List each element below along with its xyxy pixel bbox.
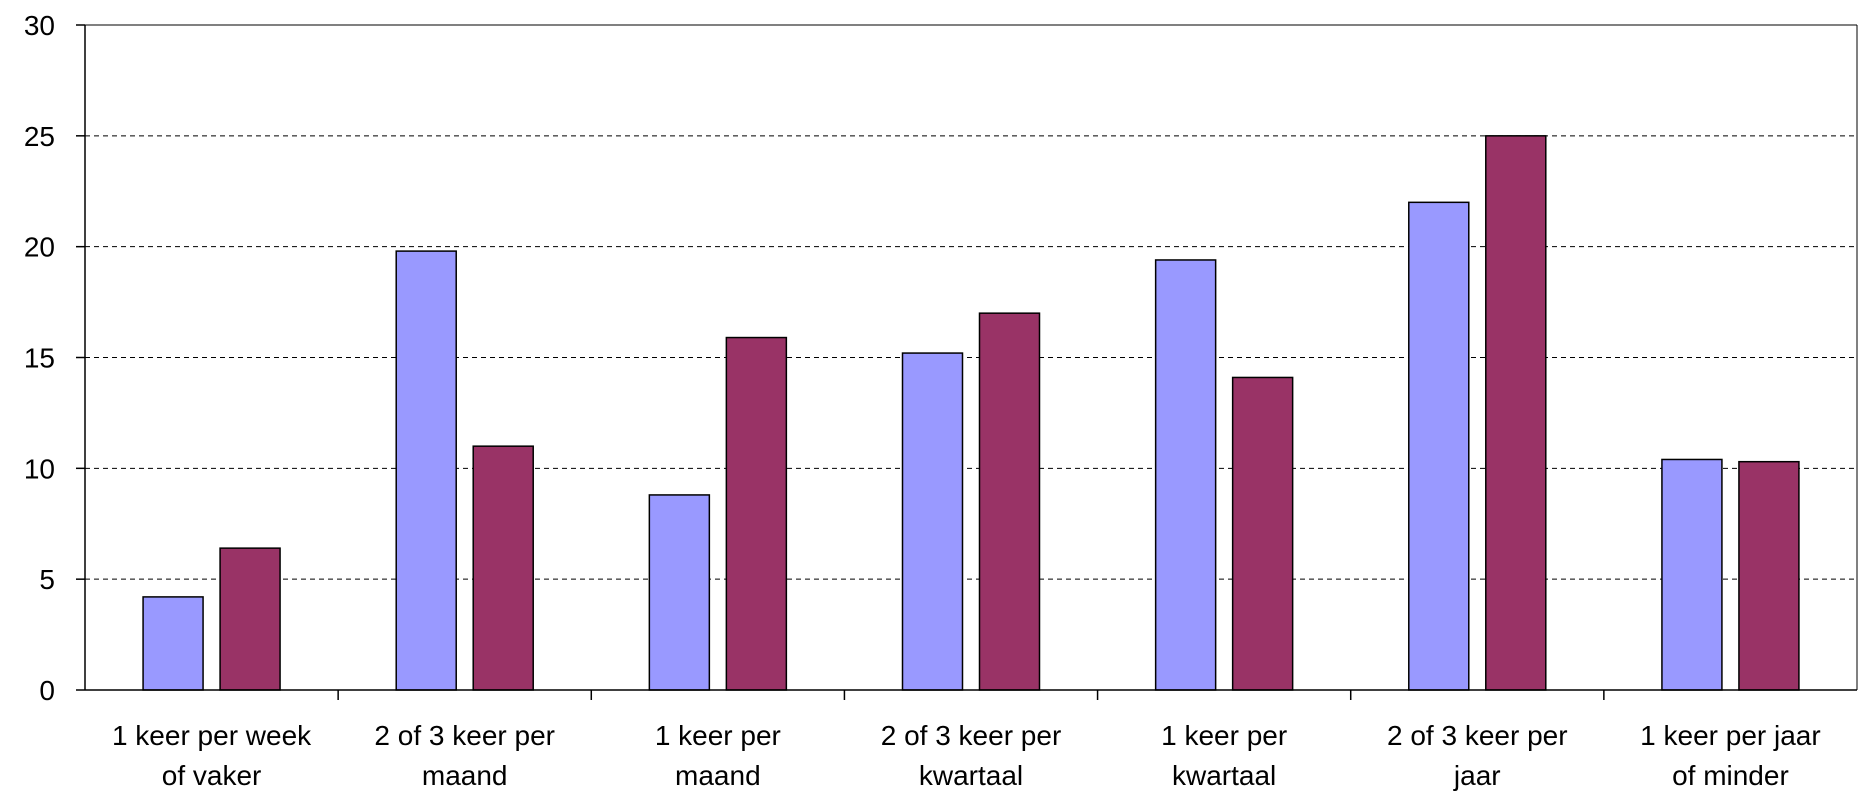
y-tick-labels: 0 5 10 15 20 25 30 <box>24 10 55 706</box>
bar-series-2-cat-4 <box>978 312 1041 691</box>
x-category-label: 2 of 3 keer per <box>881 720 1062 751</box>
y-tick-label: 0 <box>39 675 55 706</box>
bar-series-1-cat-6 <box>1408 201 1470 691</box>
bar-series-1-cat-1 <box>142 596 204 691</box>
bar-series-1-cat-5 <box>1154 259 1217 691</box>
bars <box>142 135 1800 691</box>
y-tick-label: 20 <box>24 232 55 263</box>
bar-series-1-cat-4 <box>901 352 964 691</box>
bar-series-1-cat-7 <box>1661 458 1723 691</box>
y-tick-label: 30 <box>24 10 55 41</box>
gridlines <box>85 24 1857 580</box>
x-category-labels: 1 keer per week of vaker 2 of 3 keer per ma… <box>112 720 1821 791</box>
x-category-label: 2 of 3 keer per <box>374 720 555 751</box>
y-tick-label: 25 <box>24 121 55 152</box>
x-category-label: maand <box>675 760 761 791</box>
x-category-label: jaar <box>1453 760 1501 791</box>
bar-series-1-cat-3 <box>648 494 711 691</box>
bar-series-2-cat-3 <box>725 336 788 691</box>
x-category-label: maand <box>422 760 508 791</box>
y-tick-label: 15 <box>24 343 55 374</box>
x-category-label: 1 keer per jaar <box>1640 720 1821 751</box>
axes <box>76 24 1858 700</box>
x-category-label: 1 keer per <box>655 720 781 751</box>
bar-series-1-cat-2 <box>395 250 457 691</box>
x-category-label: 1 keer per <box>1161 720 1287 751</box>
y-tick-label: 10 <box>24 453 55 484</box>
bar-series-2-cat-2 <box>472 445 534 691</box>
x-category-label: kwartaal <box>1172 760 1276 791</box>
bar-series-2-cat-7 <box>1738 460 1800 691</box>
x-category-label: of vaker <box>162 760 262 791</box>
bar-series-2-cat-6 <box>1485 135 1547 691</box>
x-category-label: of minder <box>1672 760 1789 791</box>
bar-series-2-cat-1 <box>219 547 281 691</box>
x-category-label: 2 of 3 keer per <box>1387 720 1568 751</box>
x-category-label: kwartaal <box>919 760 1023 791</box>
bar-series-2-cat-5 <box>1231 376 1294 691</box>
x-category-label: 1 keer per week <box>112 720 312 751</box>
y-tick-label: 5 <box>39 564 55 595</box>
